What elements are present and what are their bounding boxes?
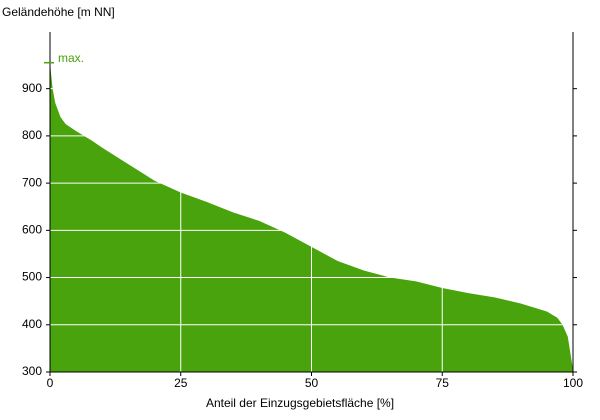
x-tick-label: 75 — [436, 376, 450, 390]
y-axis-title: Geländehöhe [m NN] — [2, 5, 115, 19]
y-tick-label: 400 — [22, 317, 42, 331]
x-axis-title: Anteil der Einzugsgebietsfläche [%] — [206, 396, 394, 410]
y-tick-label: 800 — [22, 128, 42, 142]
y-tick-label: 700 — [22, 175, 42, 189]
max-label: max. — [58, 51, 84, 65]
x-tick-label: 25 — [174, 376, 188, 390]
y-tick-label: 500 — [22, 270, 42, 284]
x-tick-label: 50 — [305, 376, 319, 390]
y-tick-label: 900 — [22, 81, 42, 95]
x-tick-label: 0 — [47, 376, 54, 390]
y-tick-label: 600 — [22, 223, 42, 237]
y-tick-label: 300 — [22, 364, 42, 378]
x-tick-label: 100 — [563, 376, 583, 390]
